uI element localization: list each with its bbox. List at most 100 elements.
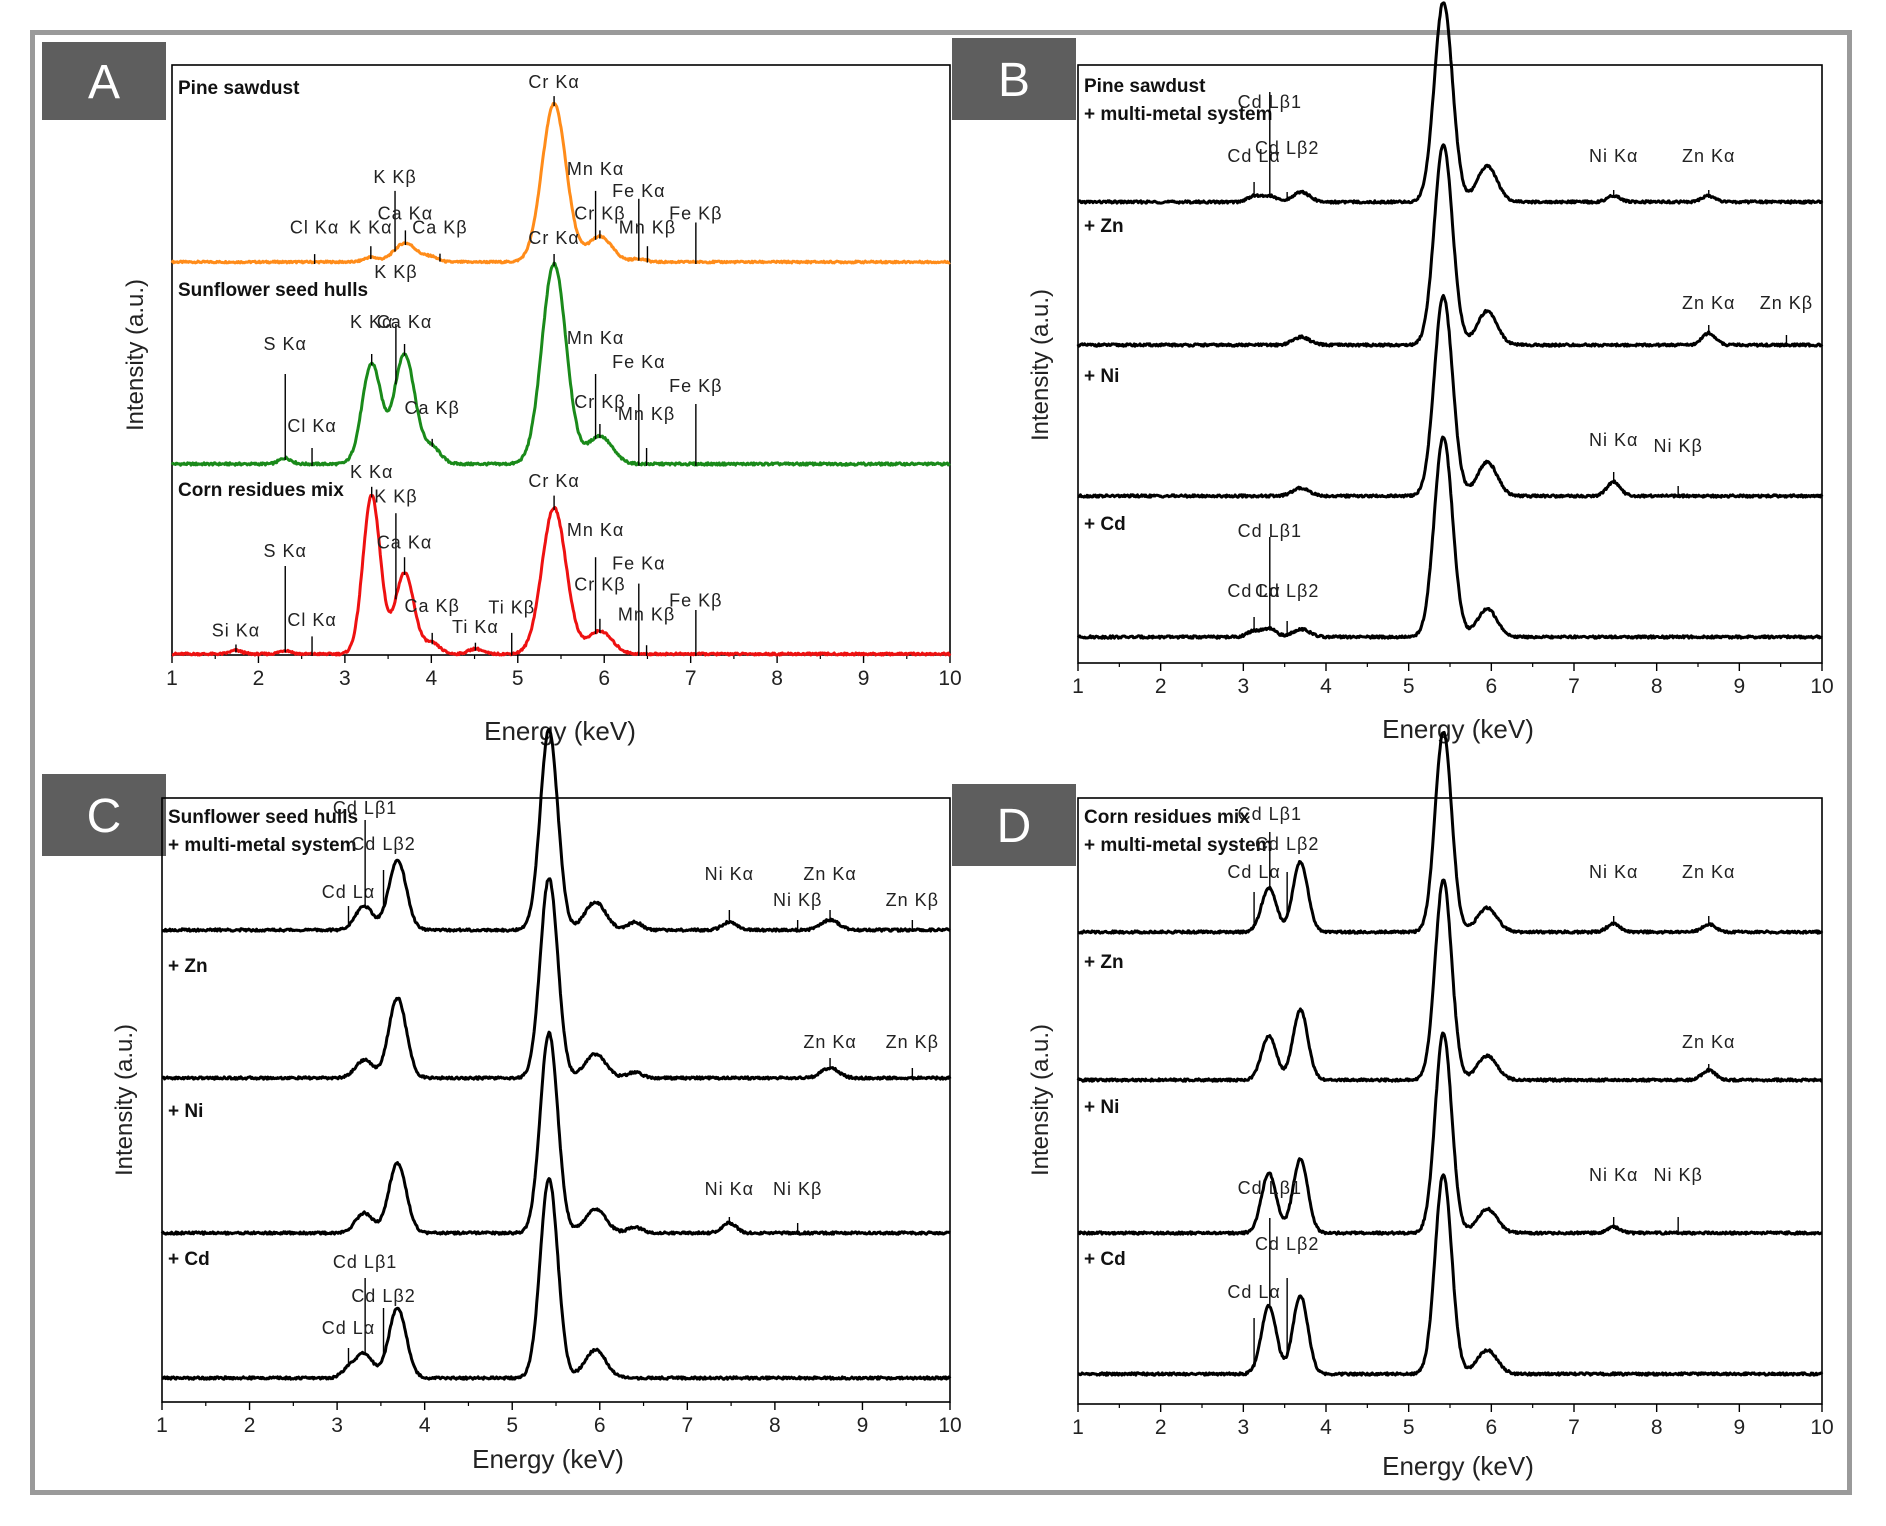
x-tick-label: 9 (1733, 1416, 1745, 1439)
x-tick-label: 8 (1651, 1416, 1663, 1439)
x-axis-label: Energy (keV) (484, 716, 636, 746)
peak-label: Cd Lβ2 (1255, 138, 1319, 158)
x-tick-label: 2 (253, 667, 265, 690)
x-tick-label: 8 (771, 667, 783, 690)
panel-badge (952, 784, 1076, 866)
x-tick-label: 9 (858, 667, 870, 690)
peak-label: Ca Kβ (405, 596, 460, 616)
peak-label: K Kα (350, 462, 393, 482)
y-axis-label: Intensity (a.u.) (111, 1024, 138, 1176)
peak-label: Cr Kβ (574, 575, 625, 595)
peak-label: Ca Kα (377, 532, 432, 552)
spectrum-2: + Zn Zn Kα (1076, 878, 1823, 1083)
panel-letter: A (88, 56, 120, 109)
x-tick-label: 1 (1072, 675, 1084, 698)
spectrum-3: + Ni Ni Kα Ni Kβ (160, 1030, 951, 1236)
peak-label: Zn Kα (803, 864, 856, 884)
peak-label: Cl Kα (287, 416, 336, 436)
x-tick-label: 3 (1237, 675, 1249, 698)
x-axis-label: Energy (keV) (472, 1444, 624, 1474)
x-tick-label: 6 (1485, 1416, 1497, 1439)
series-name: + Cd (1084, 514, 1126, 535)
x-tick-label: 6 (1485, 675, 1497, 698)
peak-label: Ni Kα (705, 864, 754, 884)
spectrum-3: Corn residues mix Si Kα S Kα Cl Kα K Kα K Kβ C… (171, 462, 952, 657)
peak-label: Zn Kβ (886, 1032, 939, 1052)
x-tick-label: 1 (156, 1414, 168, 1437)
spectrum-line (1076, 435, 1823, 640)
panel-letter: B (998, 54, 1030, 107)
peak-label: Zn Kα (1682, 862, 1735, 882)
series-name: Corn residues mix (178, 480, 344, 501)
series-name: + Cd (168, 1249, 210, 1270)
peak-label: Zn Kβ (886, 890, 939, 910)
x-tick-label: 2 (1155, 675, 1167, 698)
peak-label: K Kβ (373, 167, 416, 187)
peak-label: Ca Kβ (405, 398, 460, 418)
peak-label: K Kβ (374, 262, 417, 282)
x-tick-label: 5 (1403, 675, 1415, 698)
spectrum-line (170, 261, 951, 467)
series-name: + Cd (1084, 1249, 1126, 1270)
x-tick-label: 1 (1072, 1416, 1084, 1439)
spectrum-2: + Zn Zn Kα Zn Kβ (1076, 143, 1824, 348)
peak-label: Cd Lα (1227, 862, 1280, 882)
x-tick-label: 4 (425, 667, 437, 690)
peak-label: Ni Kα (1589, 1165, 1638, 1185)
x-tick-label: 5 (512, 667, 524, 690)
spectrum-1: Sunflower seed hulls + multi-metal system… (161, 727, 951, 933)
panel-letter: D (997, 800, 1032, 853)
peak-label: Ni Kβ (1653, 1165, 1702, 1185)
peak-label: Ni Kα (1589, 862, 1638, 882)
peak-label: Cd Lβ2 (1255, 834, 1319, 854)
series-name: Pine sawdust (1084, 76, 1206, 97)
spectrum-line (171, 493, 952, 657)
peak-label: Cl Kα (287, 610, 336, 630)
peak-label: K Kα (349, 218, 392, 238)
peak-label: Cd Lβ1 (333, 798, 397, 818)
x-axis-label: Energy (keV) (1382, 1451, 1534, 1481)
panel-b: B 1 2 3 4 5 6 7 8 9 10 Energy (keV) Intensity (a.u.)… (952, 1, 1834, 744)
peak-label: Zn Kβ (1760, 293, 1813, 313)
x-axis-label: Energy (keV) (1382, 714, 1534, 744)
peak-label: Mn Kβ (618, 404, 675, 424)
spectrum-line (1076, 878, 1823, 1083)
x-tick-label: 3 (331, 1414, 343, 1437)
spectrum-3: + Ni Ni Kα Ni Kβ (1077, 1031, 1823, 1236)
peak-label: Cl Kα (290, 218, 339, 238)
x-tick-label: 7 (681, 1414, 693, 1437)
peak-label: Ni Kα (1589, 146, 1638, 166)
panel-letter: C (87, 790, 122, 843)
x-tick-label: 4 (1320, 675, 1332, 698)
peak-label: Cd Lβ2 (351, 1286, 415, 1306)
x-tick-label: 2 (244, 1414, 256, 1437)
x-tick-label: 2 (1155, 1416, 1167, 1439)
peak-label: Zn Kα (1682, 1032, 1735, 1052)
spectrum-line (160, 1030, 951, 1236)
x-tick-label: 9 (857, 1414, 869, 1437)
spectrum-line (1077, 1031, 1823, 1236)
peak-label: S Kα (264, 541, 307, 561)
series-name: + Zn (1084, 216, 1124, 237)
x-tick-label: 10 (938, 1414, 961, 1437)
peak-label: Fe Kβ (669, 376, 722, 396)
peak-label: Cr Kα (528, 228, 579, 248)
x-tick-label: 4 (419, 1414, 431, 1437)
peak-label: Cd Lβ1 (1238, 521, 1302, 541)
peak-label: Cd Lα (1227, 1282, 1280, 1302)
peak-label: Cd Lα (322, 1318, 375, 1338)
x-tick-label: 10 (1810, 1416, 1833, 1439)
peak-label: Cr Kβ (574, 203, 625, 223)
x-tick-label: 5 (1403, 1416, 1415, 1439)
x-tick-label: 1 (166, 667, 178, 690)
peak-label: Fe Kβ (669, 203, 722, 223)
series-name: Sunflower seed hulls (178, 280, 368, 301)
spectrum-line (161, 727, 951, 933)
peak-label: Ni Kβ (1653, 436, 1702, 456)
peak-label: Cd Lα (322, 882, 375, 902)
peak-label: Ca Kα (377, 312, 432, 332)
series-name-line2: + multi-metal system (1084, 835, 1273, 856)
x-tick-label: 10 (938, 667, 961, 690)
